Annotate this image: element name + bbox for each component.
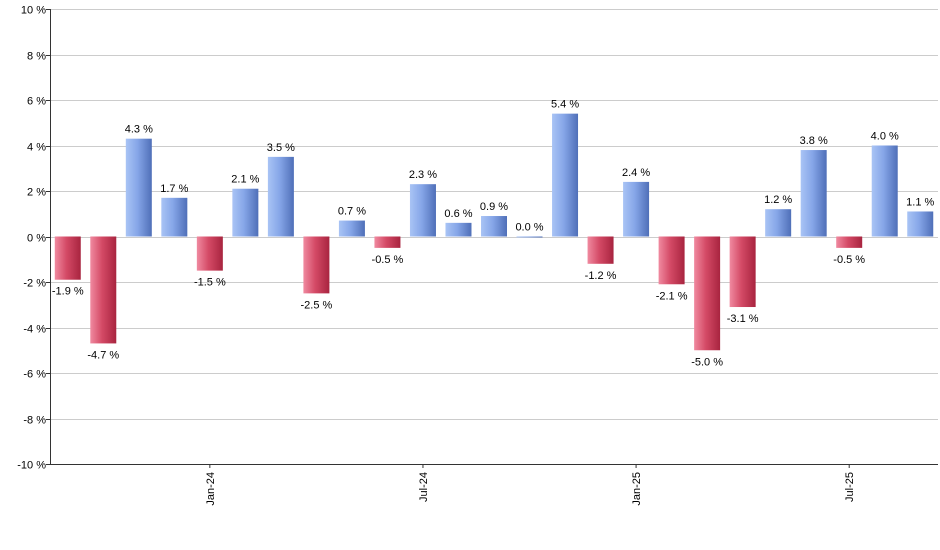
bar-positive [907, 211, 934, 237]
bar-negative [587, 236, 614, 264]
bar-positive [516, 236, 543, 238]
y-tick-label: 0 % [27, 233, 46, 245]
bar-value-label: -0.5 % [372, 254, 404, 266]
y-tick-label: -10 % [17, 460, 46, 472]
bar-positive [623, 181, 650, 237]
y-tick-label: 4 % [27, 142, 46, 154]
y-tick-label: -6 % [23, 369, 46, 381]
bar-value-label: -3.1 % [727, 313, 759, 325]
bar-value-label: -2.5 % [301, 299, 333, 311]
bar-positive [161, 197, 188, 237]
bar-value-label: 1.1 % [906, 196, 934, 208]
y-tick-label: 6 % [27, 96, 46, 108]
y-tick-label: -2 % [23, 278, 46, 290]
bar-positive [871, 145, 898, 237]
bar-value-label: -2.1 % [656, 290, 688, 302]
bar-value-label: 0.7 % [338, 206, 366, 218]
bar-value-label: 4.0 % [871, 131, 899, 143]
bar-positive [338, 220, 365, 237]
bar-value-label: 0.0 % [515, 222, 543, 234]
bar-value-label: -1.5 % [194, 277, 226, 289]
bar-value-label: -1.2 % [585, 270, 617, 282]
gridlines [50, 9, 938, 465]
axes: 10 % 8 % 6 % 4 % 2 % 0 % -2 % -4 % -6 % -8 % -10 %… [17, 5, 938, 506]
bar-value-label: 2.1 % [231, 174, 259, 186]
bar-value-label: -5.0 % [691, 356, 723, 368]
bar-negative [196, 236, 223, 271]
bar-value-label: 4.3 % [125, 124, 153, 136]
y-tick-label: -4 % [23, 324, 46, 336]
data-labels: -1.9 % -4.7 % 4.3 % 1.7 % -1.5 % 2.1 % 3.5 % -2… [52, 99, 935, 369]
y-tick-label: -8 % [23, 415, 46, 427]
bar-positive [232, 188, 259, 237]
y-tick-label: 10 % [21, 5, 46, 17]
bar-positive [125, 138, 152, 237]
bar-value-label: -1.9 % [52, 286, 84, 298]
y-tick-label: 8 % [27, 51, 46, 63]
y-tick-label: 2 % [27, 187, 46, 199]
bar-negative [90, 236, 117, 344]
bar-negative [836, 236, 863, 248]
bar-negative [658, 236, 685, 285]
bar-positive [800, 150, 827, 237]
bar-value-label: 2.4 % [622, 167, 650, 179]
bar-positive [552, 113, 579, 237]
x-tick-label: Jul-24 [418, 472, 430, 502]
bar-value-label: 1.2 % [764, 194, 792, 206]
bar-value-label: 3.8 % [800, 135, 828, 147]
bar-value-label: 3.5 % [267, 142, 295, 154]
bar-negative [374, 236, 401, 248]
bar-positive [765, 209, 792, 237]
bar-value-label: 5.4 % [551, 99, 579, 111]
bar-positive [481, 216, 507, 237]
x-tick-label: Jan-25 [631, 472, 643, 506]
bar-positive [267, 156, 294, 237]
bar-value-label: 1.7 % [160, 183, 188, 195]
bar-negative [729, 236, 756, 308]
bar-negative [694, 236, 721, 351]
bar-positive [445, 222, 472, 237]
bar-negative [54, 236, 81, 280]
bar-negative [303, 236, 330, 294]
bar-value-label: 0.6 % [444, 208, 472, 220]
bar-value-label: -4.7 % [87, 349, 119, 361]
bar-positive [409, 184, 436, 237]
x-tick-label: Jul-25 [844, 472, 856, 502]
bar-value-label: 0.9 % [480, 201, 508, 213]
x-tick-label: Jan-24 [205, 472, 217, 506]
bar-value-label: 2.3 % [409, 169, 437, 181]
bars [54, 113, 934, 351]
bar-value-label: -0.5 % [833, 254, 865, 266]
